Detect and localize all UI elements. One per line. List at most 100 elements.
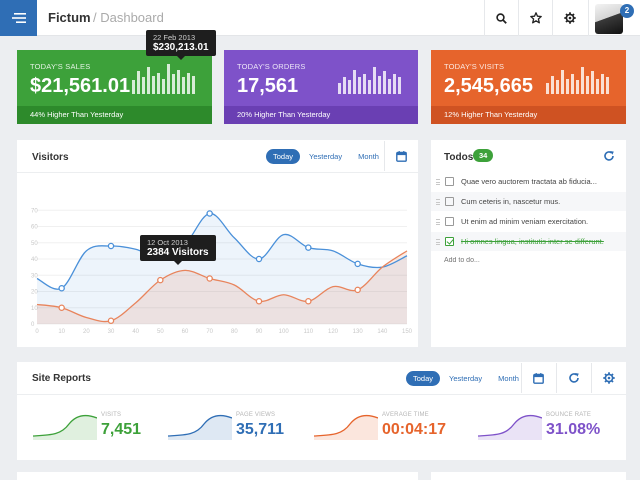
data-point <box>255 298 263 305</box>
visitors-title: Visitors <box>32 152 69 163</box>
todo-checkbox[interactable] <box>445 217 454 226</box>
favorites-button[interactable] <box>518 0 552 36</box>
orders-card[interactable]: TODAY'S ORDERS 17,561 20% Higher Than Ye… <box>224 50 418 124</box>
series-area <box>37 213 407 324</box>
mini-bar <box>591 71 594 94</box>
report-label: BOUNCE RATE <box>546 412 592 418</box>
mini-bar <box>561 70 564 94</box>
mini-bar <box>147 67 150 94</box>
x-tick-label: 60 <box>182 329 189 335</box>
mini-bar <box>162 79 165 94</box>
x-tick-label: 130 <box>353 329 364 335</box>
calendar-icon <box>396 150 407 162</box>
sparkline-area <box>478 415 542 440</box>
y-tick-label: 10 <box>31 306 38 312</box>
orders-label: TODAY'S ORDERS <box>237 62 306 71</box>
drag-handle-icon[interactable] <box>431 192 445 211</box>
todo-checkbox[interactable] <box>445 177 454 186</box>
y-tick-label: 0 <box>31 322 35 328</box>
tab-today[interactable]: Today <box>266 149 301 164</box>
tab-month[interactable]: Month <box>498 374 519 383</box>
mini-bar <box>576 80 579 94</box>
visits-card[interactable]: TODAY'S VISITS 2,545,665 12% Higher Than… <box>431 50 626 124</box>
mini-bar <box>142 77 145 94</box>
tab-month[interactable]: Month <box>358 152 379 161</box>
refresh-icon <box>568 373 579 383</box>
search-button[interactable] <box>484 0 518 36</box>
tab-yesterday[interactable]: Yesterday <box>449 374 483 383</box>
todo-checkbox-checked[interactable] <box>445 237 454 246</box>
x-tick-label: 150 <box>402 329 413 335</box>
drag-handle-icon[interactable] <box>431 212 445 231</box>
sparkline-area <box>314 415 378 440</box>
orders-footer: 20% Higher Than Yesterday <box>224 106 418 124</box>
add-todo-input[interactable] <box>444 257 614 264</box>
data-point <box>206 275 213 282</box>
mini-bar <box>373 67 376 94</box>
todo-text: Hi omnes lingua, institutis inter se dif… <box>461 237 604 246</box>
report-label: AVERAGE TIME <box>382 412 429 418</box>
mini-bar <box>187 73 190 94</box>
data-point <box>58 285 65 292</box>
tooltip-arrow <box>176 56 185 60</box>
drag-handle-icon[interactable] <box>431 172 445 191</box>
data-point <box>354 260 361 268</box>
y-tick-label: 70 <box>31 208 38 214</box>
reports-settings-button[interactable] <box>591 363 625 393</box>
report-value: 00:04:17 <box>382 421 447 438</box>
bottom-panel <box>431 472 626 480</box>
mini-bar <box>348 80 351 94</box>
average-time-sparkline <box>314 414 378 440</box>
sparkline-area <box>33 415 97 440</box>
x-tick-label: 140 <box>377 329 388 335</box>
data-point <box>107 317 115 324</box>
todo-item: Hi omnes lingua, institutis inter se dif… <box>431 232 626 251</box>
data-point <box>58 304 65 311</box>
todo-item: Quae vero auctorem tractata ab fiducia..… <box>431 172 626 191</box>
sparkline-area <box>168 415 232 440</box>
x-tick-label: 20 <box>83 329 90 335</box>
x-tick-label: 80 <box>231 329 238 335</box>
sparkline-line <box>168 414 232 437</box>
todo-checkbox[interactable] <box>445 197 454 206</box>
brand-name[interactable]: Fictum <box>48 10 91 25</box>
todo-text: Ut enim ad minim veniam exercitation. <box>461 217 589 226</box>
x-tick-label: 10 <box>58 329 65 335</box>
mini-bar <box>546 83 549 94</box>
mini-bar <box>368 80 371 94</box>
visitors-tooltip-date: 12 Oct 2013 <box>147 238 188 247</box>
breadcrumb: / Dashboard <box>93 10 164 25</box>
mini-bar <box>388 79 391 94</box>
mini-bar <box>363 74 366 94</box>
tab-yesterday[interactable]: Yesterday <box>309 152 343 161</box>
todos-title: Todos <box>444 152 474 163</box>
settings-button[interactable] <box>552 0 586 36</box>
tab-today[interactable]: Today <box>406 371 441 386</box>
sales-bar-chart <box>132 64 198 94</box>
todo-text: Cum ceteris in, nascetur mus. <box>461 197 561 206</box>
x-tick-label: 40 <box>132 329 139 335</box>
todos-refresh-button[interactable] <box>592 141 626 171</box>
data-point <box>354 286 361 294</box>
visits-value: 2,545,665 <box>444 75 533 97</box>
mini-bar <box>353 70 356 94</box>
user-avatar-button[interactable]: 2 <box>588 0 640 36</box>
x-tick-label: 120 <box>328 329 339 335</box>
visitors-calendar-button[interactable] <box>384 141 418 171</box>
divider <box>17 394 626 395</box>
drag-handle-icon[interactable] <box>431 232 445 251</box>
sales-tooltip-value: $230,213.01 <box>153 42 209 53</box>
visits-bar-chart <box>546 64 612 94</box>
menu-button[interactable] <box>0 0 37 36</box>
bottom-panel <box>17 472 418 480</box>
visitors-tooltip: 12 Oct 2013 2384 Visitors <box>140 235 216 265</box>
mini-bar <box>167 64 170 94</box>
sparkline-line <box>314 414 378 437</box>
x-tick-label: 30 <box>108 329 115 335</box>
reports-refresh-button[interactable] <box>556 363 590 393</box>
reports-calendar-button[interactable] <box>521 363 555 393</box>
todo-text: Quae vero auctorem tractata ab fiducia..… <box>461 177 597 186</box>
sales-card[interactable]: TODAY'S SALES $21,561.01 44% Higher Than… <box>17 50 212 124</box>
mini-bar <box>172 74 175 94</box>
mini-bar <box>551 76 554 94</box>
